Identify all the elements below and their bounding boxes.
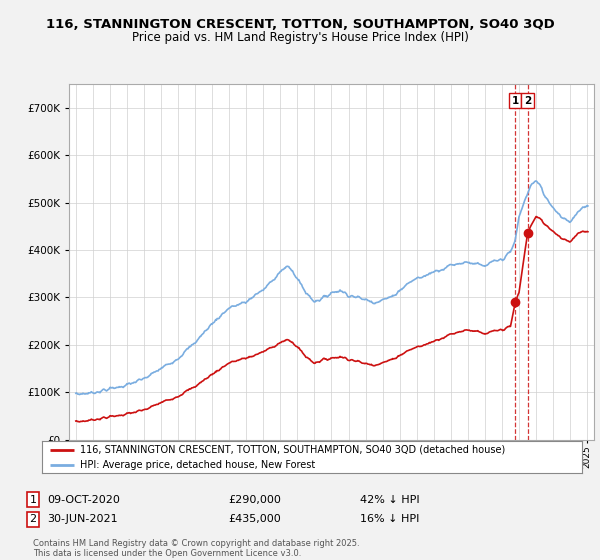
Text: 2: 2 xyxy=(29,514,37,524)
Text: 116, STANNINGTON CRESCENT, TOTTON, SOUTHAMPTON, SO40 3QD: 116, STANNINGTON CRESCENT, TOTTON, SOUTH… xyxy=(46,18,554,31)
Text: £435,000: £435,000 xyxy=(228,514,281,524)
Text: HPI: Average price, detached house, New Forest: HPI: Average price, detached house, New … xyxy=(80,460,315,470)
Text: Contains HM Land Registry data © Crown copyright and database right 2025.
This d: Contains HM Land Registry data © Crown c… xyxy=(33,539,359,558)
Text: 116, STANNINGTON CRESCENT, TOTTON, SOUTHAMPTON, SO40 3QD (detached house): 116, STANNINGTON CRESCENT, TOTTON, SOUTH… xyxy=(80,445,505,455)
Text: 42% ↓ HPI: 42% ↓ HPI xyxy=(360,494,419,505)
Text: Price paid vs. HM Land Registry's House Price Index (HPI): Price paid vs. HM Land Registry's House … xyxy=(131,31,469,44)
Text: 30-JUN-2021: 30-JUN-2021 xyxy=(47,514,118,524)
Text: 16% ↓ HPI: 16% ↓ HPI xyxy=(360,514,419,524)
Text: 2: 2 xyxy=(524,96,531,106)
Text: £290,000: £290,000 xyxy=(228,494,281,505)
Text: 1: 1 xyxy=(512,96,519,106)
Text: 1: 1 xyxy=(29,494,37,505)
Text: 09-OCT-2020: 09-OCT-2020 xyxy=(47,494,119,505)
